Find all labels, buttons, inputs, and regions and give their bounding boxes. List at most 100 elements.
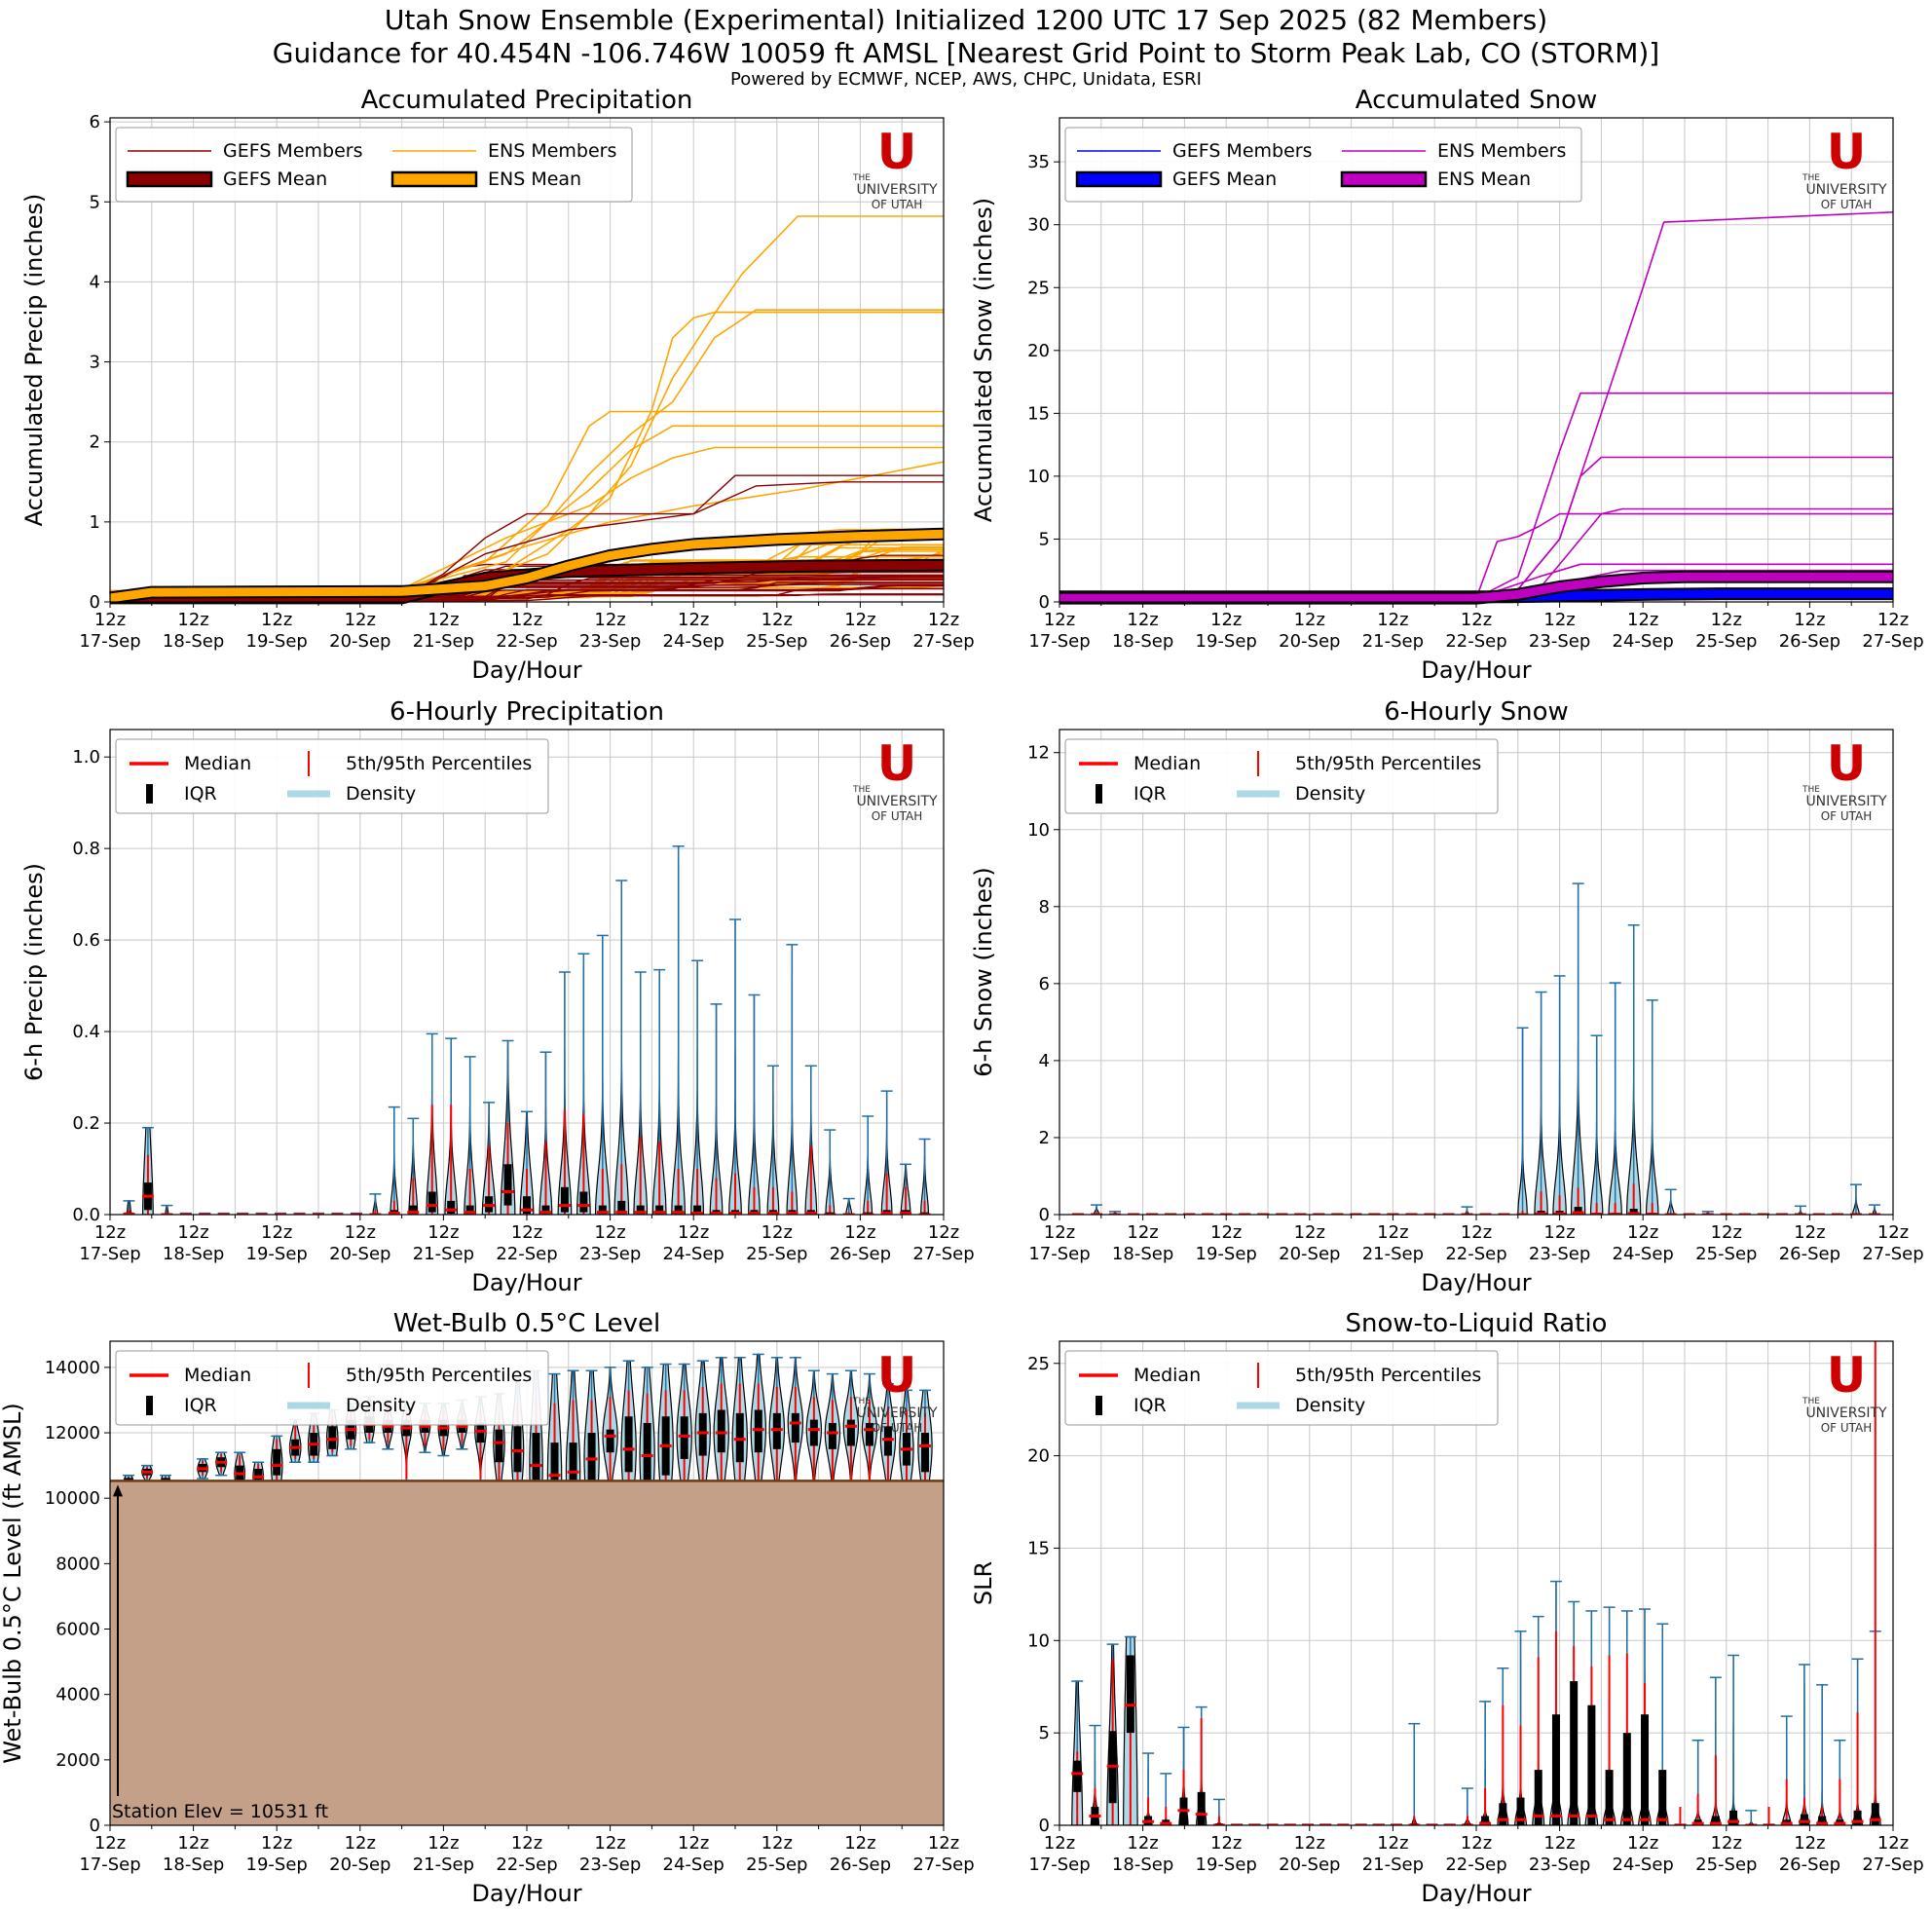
y-tick-label: 25 — [1027, 278, 1050, 298]
legend-swatch — [1075, 170, 1163, 188]
x-tick-hour: 12z — [1294, 610, 1325, 630]
violin-iqr — [809, 1419, 818, 1446]
x-tick-hour: 12z — [594, 610, 625, 630]
x-tick-hour: 12z — [1377, 1222, 1408, 1243]
x-tick-hour: 12z — [511, 610, 542, 630]
x-tick-hour: 12z — [427, 610, 459, 630]
violin-iqr — [1711, 1816, 1720, 1825]
logo-line2: UNIVERSITY — [856, 794, 938, 809]
violin — [539, 1051, 553, 1215]
violin — [880, 1090, 893, 1215]
violin-iqr — [1197, 1791, 1206, 1825]
violin-iqr — [920, 1433, 929, 1473]
violin-iqr — [791, 1412, 799, 1443]
violin-iqr — [569, 1443, 577, 1505]
x-tick-day: 18-Sep — [1112, 1244, 1173, 1264]
x-tick-hour: 12z — [1877, 1222, 1909, 1243]
y-tick-label: 0 — [90, 592, 100, 613]
x-tick-day: 17-Sep — [1028, 631, 1090, 652]
x-tick-hour: 12z — [594, 1833, 625, 1854]
station-elevation-label: Station Elev = 10531 ft — [112, 1801, 328, 1822]
series-layer — [1059, 211, 1894, 605]
y-tick-label: 5 — [1039, 1723, 1050, 1743]
violin — [1798, 1664, 1810, 1825]
legend-label: 5th/95th Percentiles — [1295, 753, 1481, 774]
x-tick-day: 25-Sep — [746, 1855, 807, 1875]
x-tick-day: 17-Sep — [79, 1244, 140, 1264]
x-tick-hour: 12z — [1711, 610, 1742, 630]
y-tick-label: 6 — [1039, 974, 1050, 994]
logo-letter: U — [877, 1347, 917, 1404]
x-tick-hour: 12z — [1377, 1833, 1408, 1854]
x-tick-hour: 12z — [1127, 610, 1158, 630]
logo-line2: UNIVERSITY — [1805, 794, 1887, 809]
x-tick-hour: 12z — [928, 1222, 959, 1243]
x-tick-hour: 12z — [261, 1833, 292, 1854]
x-tick-hour: 12z — [261, 1222, 292, 1243]
legend-label: Median — [184, 753, 251, 774]
x-tick-day: 21-Sep — [1362, 1244, 1424, 1264]
figure-title-line1: Utah Snow Ensemble (Experimental) Initia… — [384, 4, 1548, 36]
legend-swatch-iqr — [1096, 784, 1102, 804]
y-tick-label: 35 — [1027, 152, 1050, 172]
legend-label: GEFS Mean — [223, 169, 327, 190]
violin-iqr — [606, 1429, 614, 1453]
violin-iqr — [693, 1205, 702, 1215]
violin-iqr — [1587, 1705, 1596, 1825]
violin-layer — [123, 845, 931, 1215]
violin — [407, 1117, 420, 1215]
logo-line3: OF UTAH — [872, 1421, 923, 1435]
violin-iqr — [680, 1416, 688, 1459]
violin — [1851, 1658, 1864, 1825]
legend-swatch-iqr — [146, 1396, 153, 1415]
x-tick-day: 18-Sep — [1112, 631, 1173, 652]
violin-iqr — [674, 1205, 683, 1215]
violin — [900, 1163, 912, 1215]
y-tick-label: 0 — [1039, 1816, 1050, 1836]
x-tick-day: 23-Sep — [579, 1855, 641, 1875]
violin-iqr — [865, 1422, 873, 1446]
violin — [369, 1193, 382, 1215]
violin — [747, 993, 761, 1215]
x-tick-hour: 12z — [678, 1833, 709, 1854]
violin-iqr — [523, 1196, 531, 1215]
violin — [500, 1039, 516, 1215]
y-tick-label: 4 — [90, 272, 100, 292]
x-axis-label: Day/Hour — [471, 656, 581, 684]
x-tick-day: 18-Sep — [163, 1244, 224, 1264]
x-tick-day: 27-Sep — [1862, 1244, 1923, 1264]
violin-iqr — [624, 1416, 633, 1473]
x-axis-label: Day/Hour — [1421, 1269, 1531, 1296]
x-tick-day: 27-Sep — [1862, 1855, 1923, 1875]
violin — [1160, 1773, 1172, 1825]
legend-swatch — [1340, 170, 1428, 188]
violin-iqr — [1729, 1810, 1738, 1825]
violin — [1655, 1623, 1669, 1825]
violin-iqr — [541, 1205, 550, 1215]
y-tick-label: 2000 — [56, 1750, 100, 1771]
violin-iqr — [598, 1205, 607, 1215]
x-tick-day: 17-Sep — [1028, 1855, 1090, 1875]
x-tick-hour: 12z — [678, 610, 709, 630]
x-axis-label: Day/Hour — [471, 1269, 581, 1296]
x-tick-day: 25-Sep — [746, 1244, 807, 1264]
powered-by-text: Powered by ECMWF, NCEP, AWS, CHPC, Unida… — [730, 69, 1202, 90]
x-tick-day: 23-Sep — [1529, 631, 1590, 652]
y-tick-label: 20 — [1027, 341, 1050, 361]
violin — [861, 1372, 878, 1545]
x-tick-hour: 12z — [1543, 610, 1575, 630]
legend-label: 5th/95th Percentiles — [1295, 1365, 1481, 1386]
violin — [1091, 1204, 1103, 1215]
x-tick-hour: 12z — [345, 1833, 376, 1854]
violin-iqr — [1574, 1207, 1582, 1215]
violin-iqr — [1641, 1714, 1650, 1825]
violin-iqr — [1481, 1816, 1490, 1825]
violin — [1106, 1643, 1120, 1825]
logo-line3: OF UTAH — [872, 809, 923, 823]
logo-line3: OF UTAH — [872, 198, 923, 211]
legend-label: Density — [1295, 1395, 1365, 1416]
y-tick-label: 10000 — [45, 1488, 100, 1509]
x-tick-hour: 12z — [94, 1833, 126, 1854]
